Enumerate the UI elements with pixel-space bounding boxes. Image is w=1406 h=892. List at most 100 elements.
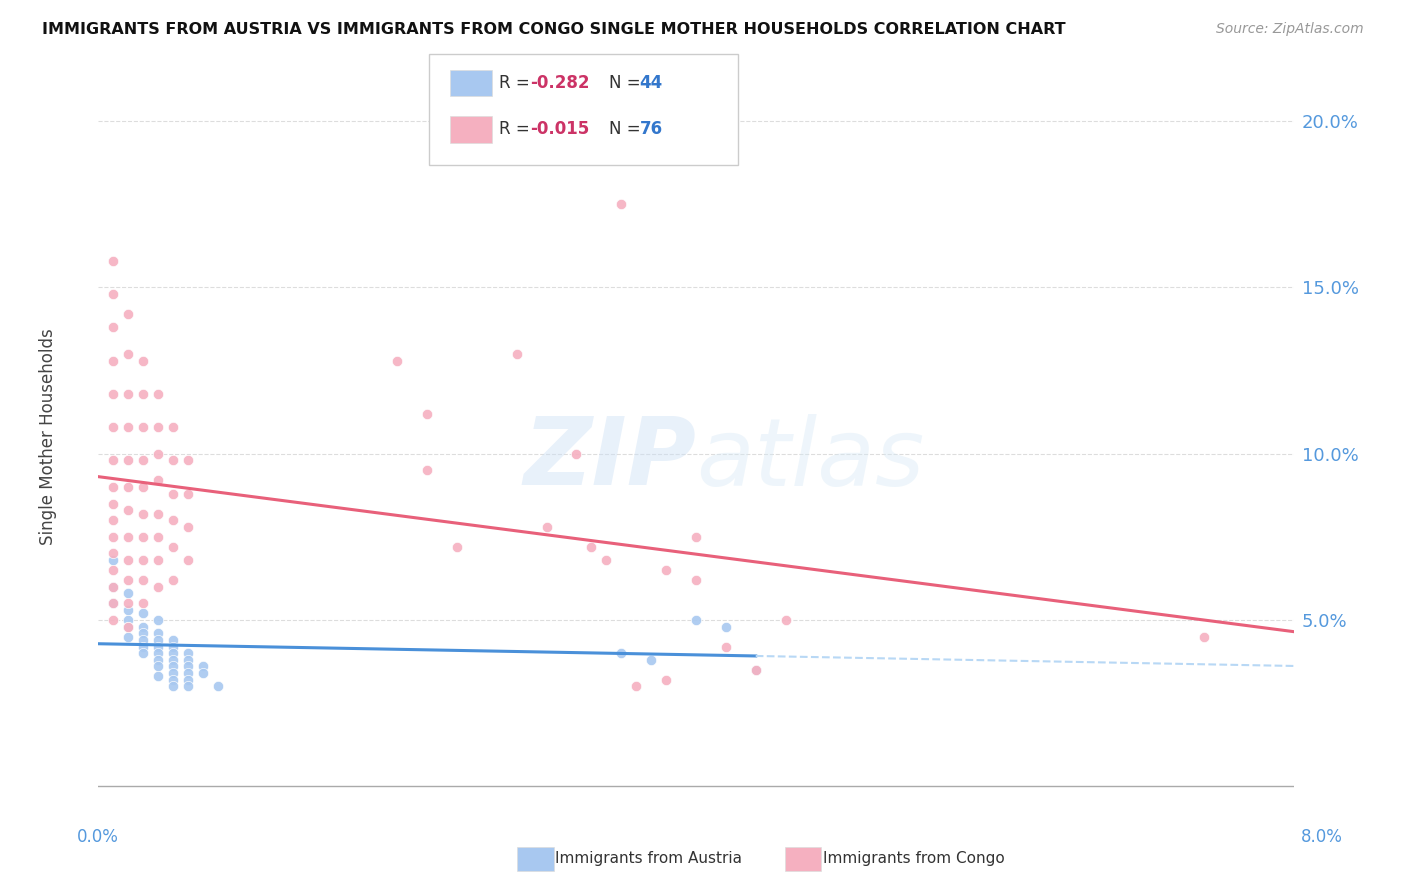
Point [148,507,170,521]
Point [132,596,155,610]
Point [103,553,125,567]
Point [117,347,139,361]
Point [416,463,439,477]
Point [685,573,707,587]
Point [117,307,139,321]
Text: ZIP: ZIP [523,413,696,505]
Text: 44: 44 [640,74,664,92]
Point [117,630,139,644]
Point [177,680,200,694]
Point [103,320,125,334]
Text: R =: R = [499,74,536,92]
Point [506,347,529,361]
Point [148,659,170,673]
Text: Source: ZipAtlas.com: Source: ZipAtlas.com [1216,22,1364,37]
Point [640,653,662,667]
Point [610,646,633,660]
Point [162,420,184,434]
Point [177,659,200,673]
Point [103,480,125,494]
Point [148,653,170,667]
Point [714,619,737,633]
Point [385,353,409,368]
Point [162,486,184,500]
Point [162,666,184,681]
Text: N =: N = [609,120,645,138]
Point [103,453,125,467]
Point [207,680,229,694]
Point [177,646,200,660]
Point [610,197,633,211]
Point [103,387,125,401]
Point [103,420,125,434]
Point [177,653,200,667]
Point [103,596,125,610]
Point [148,646,170,660]
Point [162,640,184,654]
Point [714,640,737,654]
Point [132,632,155,647]
Point [162,653,184,667]
Point [745,663,768,677]
Point [177,453,200,467]
Point [103,596,125,610]
Point [148,640,170,654]
Point [177,486,200,500]
Point [117,480,139,494]
Point [148,613,170,627]
Point [148,626,170,640]
Text: 0.0%: 0.0% [77,828,120,846]
Point [103,546,125,560]
Text: atlas: atlas [696,414,924,505]
Point [148,447,170,461]
Point [148,553,170,567]
Point [117,503,139,517]
Point [132,626,155,640]
Point [177,520,200,534]
Point [103,253,125,268]
Point [191,666,214,681]
Point [177,666,200,681]
Point [103,580,125,594]
Text: Immigrants from Congo: Immigrants from Congo [823,851,1004,865]
Point [162,453,184,467]
Text: Immigrants from Austria: Immigrants from Austria [555,851,742,865]
Point [132,420,155,434]
Point [117,420,139,434]
Point [117,553,139,567]
Point [775,613,797,627]
Point [581,540,603,554]
Point [132,530,155,544]
Point [745,663,768,677]
Text: R =: R = [499,120,536,138]
Point [685,613,707,627]
Point [446,540,468,554]
Point [117,530,139,544]
Point [655,673,678,687]
Point [148,580,170,594]
Point [685,530,707,544]
Point [132,640,155,654]
Point [148,473,170,487]
Point [103,530,125,544]
Point [416,407,439,421]
Point [117,603,139,617]
Point [103,613,125,627]
Point [132,453,155,467]
Point [117,586,139,600]
Point [132,619,155,633]
Point [148,669,170,683]
Text: -0.282: -0.282 [530,74,589,92]
Text: Single Mother Households: Single Mother Households [39,329,58,545]
Text: 76: 76 [640,120,662,138]
Point [595,553,617,567]
Point [117,453,139,467]
Point [132,607,155,621]
Point [117,596,139,610]
Point [162,540,184,554]
Point [103,580,125,594]
Point [103,287,125,301]
Point [148,420,170,434]
Point [536,520,558,534]
Text: N =: N = [609,74,645,92]
